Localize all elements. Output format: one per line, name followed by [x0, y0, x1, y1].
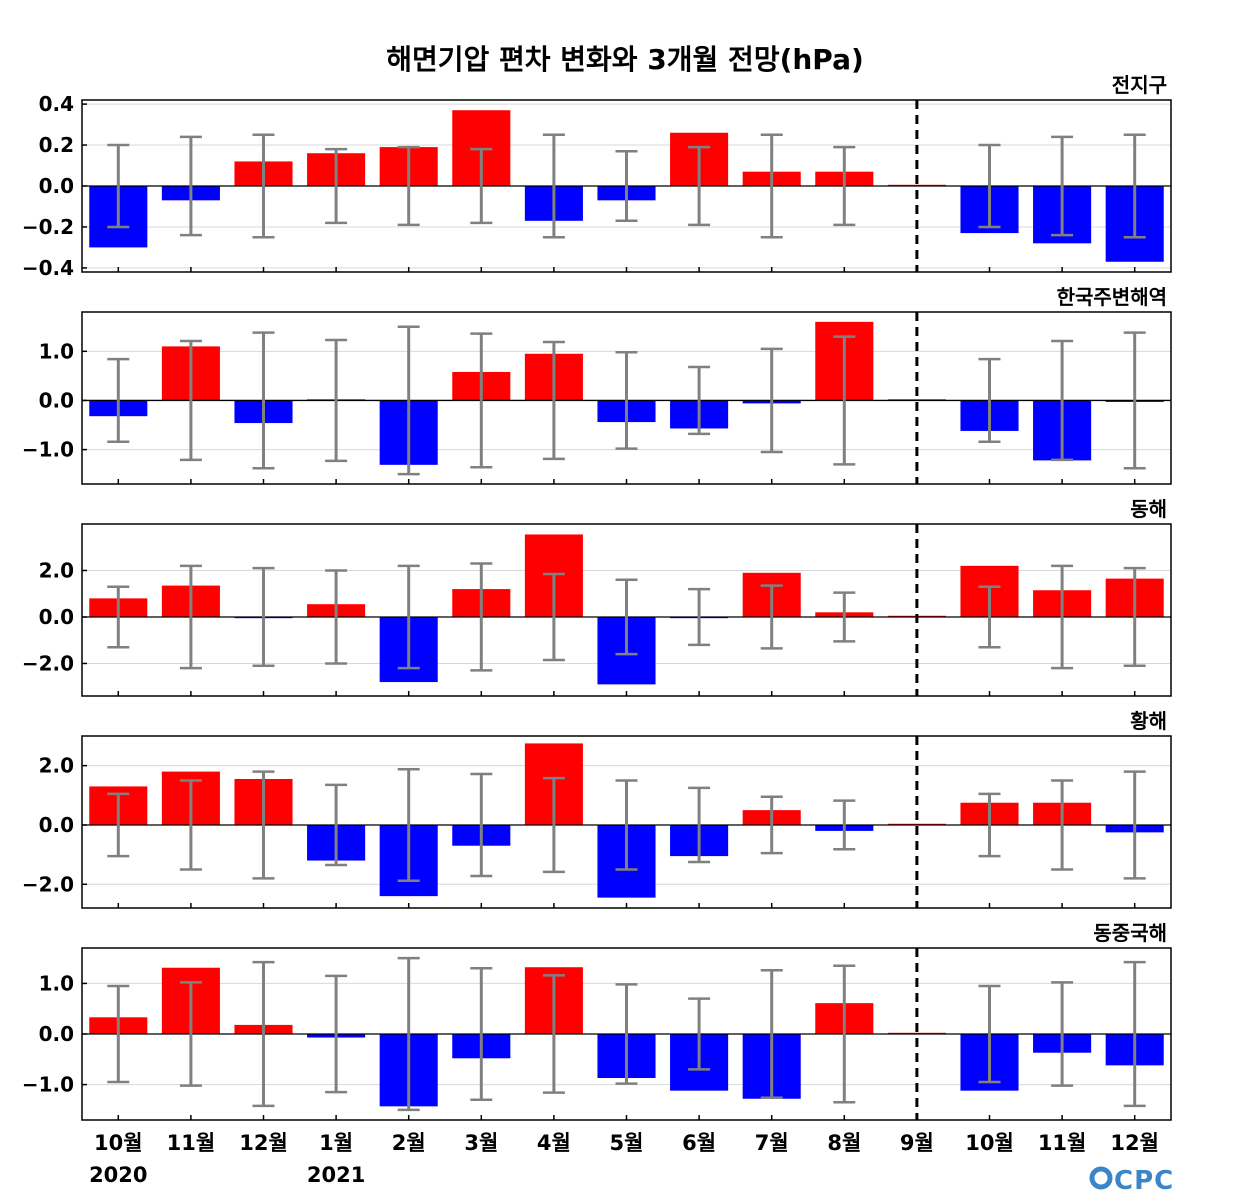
x-tick-label: 12월	[1110, 1131, 1159, 1155]
panel-frame	[81, 735, 1172, 909]
x-axis: 10월 11월 12월 1월 2월 3월 4월 5월 6월 7월 8월 9월 10월 11월 12월 2020…	[89, 1131, 1159, 1187]
x-tick-label: 11월	[167, 1131, 216, 1155]
year-label: 2020	[89, 1163, 147, 1187]
y-tick-label: 0.0	[39, 605, 74, 629]
panel-title: 황해	[1130, 709, 1167, 733]
year-label: 2021	[307, 1163, 365, 1187]
panel-title: 동해	[1130, 497, 1167, 521]
x-tick-label: 9월	[900, 1131, 934, 1155]
panel-title: 동중국해	[1093, 921, 1167, 945]
y-tick-label: 0.2	[39, 133, 74, 157]
y-tick-label: −0.4	[22, 256, 74, 280]
panel-4: 동중국해 −1.0 0.0 1.0	[22, 921, 1172, 1121]
x-tick-label: 5월	[610, 1131, 644, 1155]
panel-3: 황해 −2.0 0.0 2.0	[22, 709, 1172, 909]
y-tick-label: 1.0	[39, 339, 74, 363]
x-tick-label: 6월	[682, 1131, 716, 1155]
panel-frame	[81, 311, 1172, 485]
panel-1: 한국주변해역 −1.0 0.0 1.0	[22, 285, 1172, 485]
y-tick-label: −2.0	[22, 872, 74, 896]
x-tick-label: 4월	[537, 1131, 571, 1155]
panel-frame	[81, 99, 1172, 273]
cpc-logo: CPC	[1089, 1166, 1174, 1196]
chart-title: 해면기압 편차 변화와 3개월 전망(hPa)	[386, 43, 864, 76]
logo-text: CPC	[1114, 1166, 1174, 1196]
x-tick-label: 1월	[319, 1131, 353, 1155]
y-tick-label: −1.0	[22, 438, 74, 462]
y-tick-label: −0.2	[22, 215, 74, 239]
y-tick-label: 1.0	[39, 971, 74, 995]
panel-0: 전지구 −0.4 −0.2 0.0 0.2 0.4	[22, 73, 1172, 280]
y-tick-label: 0.4	[39, 92, 74, 116]
y-tick-label: 0.0	[39, 813, 74, 837]
x-tick-label: 11월	[1038, 1131, 1087, 1155]
x-tick-label: 7월	[755, 1131, 789, 1155]
y-tick-label: 2.0	[39, 558, 74, 582]
y-tick-label: 0.0	[39, 388, 74, 412]
panel-frame	[81, 947, 1172, 1121]
panels: 전지구 −0.4 −0.2 0.0 0.2 0.4 한국주변해역 −1.0 0.0 1.0 동해 −2…	[22, 73, 1172, 1121]
y-tick-label: −1.0	[22, 1073, 74, 1097]
panel-frame	[81, 523, 1172, 697]
x-tick-label: 10월	[94, 1131, 143, 1155]
panel-title: 전지구	[1112, 73, 1167, 97]
panel-2: 동해 −2.0 0.0 2.0	[22, 497, 1172, 697]
x-tick-label: 10월	[965, 1131, 1014, 1155]
y-tick-label: 2.0	[39, 754, 74, 778]
x-tick-label: 2월	[392, 1131, 426, 1155]
x-tick-label: 8월	[827, 1131, 861, 1155]
logo-circle-icon	[1089, 1166, 1113, 1190]
y-tick-label: −2.0	[22, 651, 74, 675]
panel-title: 한국주변해역	[1057, 285, 1167, 309]
y-tick-label: 0.0	[39, 1022, 74, 1046]
x-tick-label: 12월	[239, 1131, 288, 1155]
y-tick-label: 0.0	[39, 174, 74, 198]
x-tick-label: 3월	[464, 1131, 498, 1155]
